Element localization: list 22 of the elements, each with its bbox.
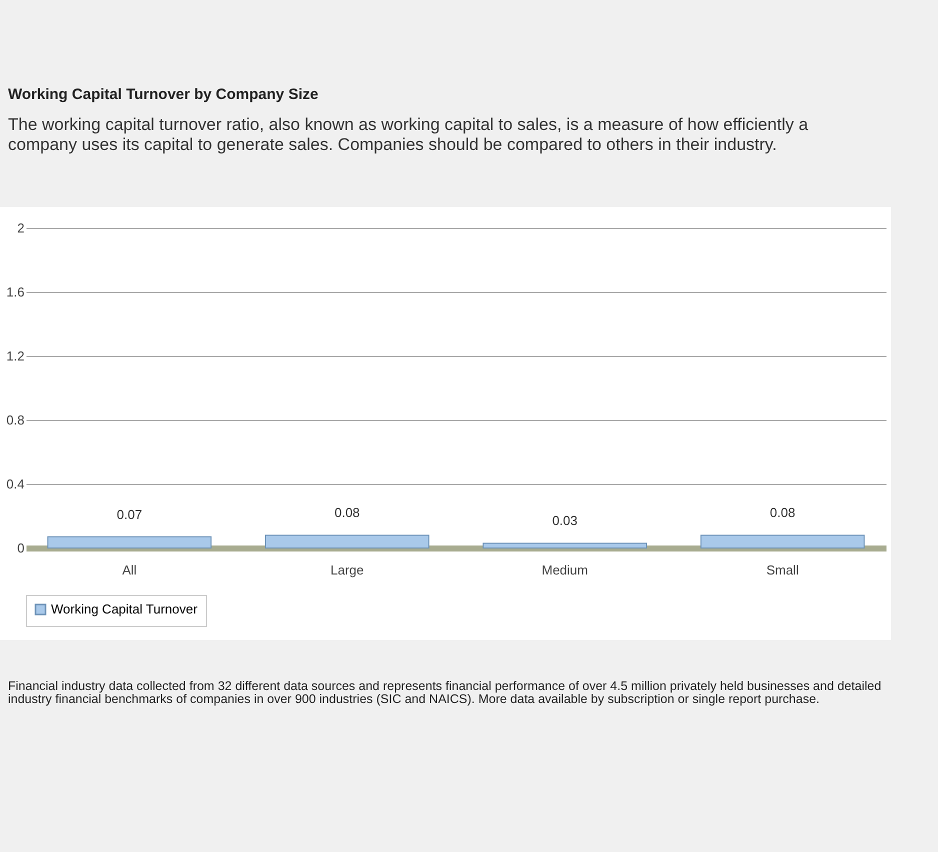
- data-label: 0.07: [116, 506, 142, 522]
- x-tick-label: Large: [330, 562, 364, 578]
- data-label: 0.08: [770, 505, 796, 520]
- y-tick-label: 0.8: [6, 412, 24, 428]
- y-tick-label: 0: [17, 540, 24, 556]
- bar: [482, 542, 648, 548]
- x-tick-label: Small: [766, 562, 799, 578]
- x-tick-label: All: [122, 562, 137, 578]
- chart-subtitle: The working capital turnover ratio, also known as working capital to sales, is a measure of how efficiently a company uses its capital to generate sales. Companies should be compared to others in their industry.: [7, 114, 810, 155]
- y-tick-label: 1.2: [6, 348, 24, 364]
- text: Financial industry data collected from 32 different data sources and represents financial performance of over 4.5 million privately held businesses and detailed industry financial benchmarks of companies in over 900 industries (SIC and NAICS). More data available by subscription or single report purchase.: [7, 678, 882, 706]
- data-label: 0.08: [334, 505, 360, 520]
- bar: [700, 534, 865, 548]
- y-tick-label: 0.4: [6, 476, 24, 492]
- data-label: 0.03: [552, 513, 578, 528]
- y-tick-label: 2: [17, 220, 24, 236]
- x-tick-label: Medium: [542, 562, 588, 578]
- bar: [264, 534, 430, 548]
- legend-label: Working Capital Turnover: [51, 602, 198, 616]
- bar: [47, 536, 212, 548]
- y-tick-label: 1.6: [6, 284, 24, 300]
- chart-title: Working Capital Turnover by Company Size: [7, 85, 320, 103]
